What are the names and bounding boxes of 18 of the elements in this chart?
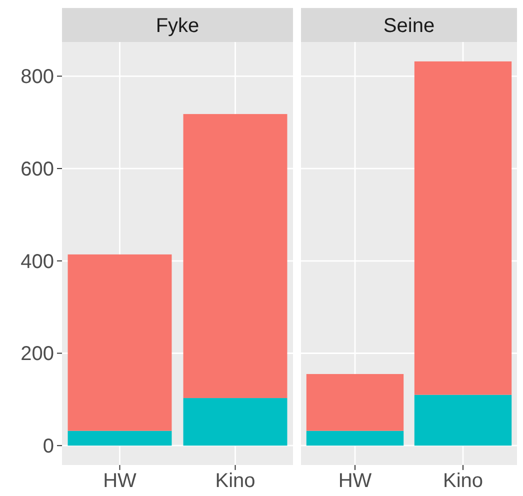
bar [183, 398, 288, 446]
x-tick-label: Kino [442, 470, 484, 492]
bar [183, 114, 288, 398]
bar [306, 374, 404, 431]
y-tick-label: 0 [42, 436, 54, 458]
x-tick-label: HW [338, 470, 372, 492]
y-tick-label: 200 [20, 343, 54, 366]
y-tick-label: 600 [20, 158, 54, 181]
bar [68, 430, 172, 446]
chart-title: Seine [383, 15, 435, 37]
y-tick-label: 400 [20, 250, 54, 273]
y-tick-label: 800 [20, 66, 54, 88]
x-tick-label: Kino [215, 470, 256, 492]
x-tick-label: HW [103, 470, 137, 492]
bar [414, 394, 512, 446]
bar [68, 254, 172, 431]
bar [306, 430, 404, 446]
chart-title: Fyke [156, 15, 200, 37]
